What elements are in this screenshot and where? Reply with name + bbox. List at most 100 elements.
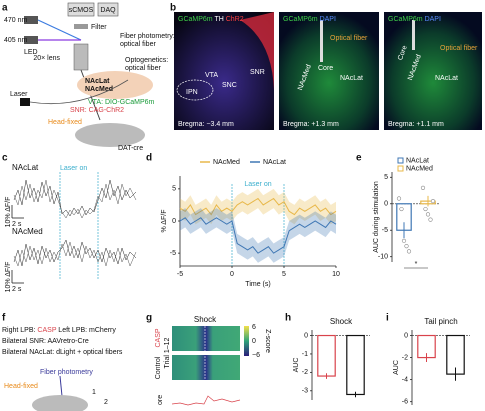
- series-line: [179, 197, 337, 216]
- camera-box: [67, 2, 95, 17]
- y-tick-label: -1: [302, 351, 308, 358]
- mouse: [75, 123, 145, 147]
- colorbar-label: Z-score: [264, 329, 271, 353]
- stain-title: GCaMP6m DAPI: [388, 16, 441, 23]
- fiber-label: Optical fiber: [440, 45, 478, 52]
- y-tick-label: -2: [402, 354, 408, 361]
- region: SNC: [222, 82, 237, 89]
- panel-label: h: [285, 313, 291, 324]
- label: Trial 1–12: [164, 337, 171, 368]
- y-tick-label: 0: [404, 332, 408, 339]
- colorbar-tick: 0: [252, 338, 256, 345]
- y-axis-label: AUC: [293, 358, 300, 373]
- bar: [346, 334, 365, 396]
- data-point: [428, 217, 433, 222]
- trace: [13, 179, 137, 217]
- label: Optogenetics:: [125, 57, 168, 64]
- stain-title: GCaMP6m DAPI: [283, 16, 336, 23]
- data-point: [404, 244, 409, 249]
- region: VTA: [205, 72, 218, 79]
- laser-box: [20, 98, 30, 106]
- panel-label: i: [386, 313, 389, 324]
- colorbar-tick: −6: [252, 352, 260, 359]
- panel-b: GCaMP6m TH ChR2 VTA SNC SNR IPN Bregma: …: [174, 12, 482, 130]
- mouse: [32, 395, 88, 411]
- x-tick-label: 5: [282, 271, 286, 278]
- label: Head-fixed: [4, 383, 38, 390]
- region: NAcLat: [435, 75, 458, 82]
- legend-label: NAcMed: [406, 165, 433, 172]
- panel-labels: a b c d e f g h i: [2, 3, 389, 324]
- region: NAcLat: [340, 75, 363, 82]
- label: LED: [24, 49, 38, 56]
- annotation: Laser on: [244, 181, 271, 188]
- data-point: [396, 196, 402, 201]
- error-band: [180, 208, 336, 263]
- bregma: Bregma: +1.1 mm: [388, 121, 444, 128]
- y-tick-label: -4: [402, 376, 408, 383]
- data-point: [430, 199, 436, 204]
- region: SNR: [250, 69, 265, 76]
- led: [24, 36, 38, 44]
- bregma: Bregma: −3.4 mm: [178, 121, 234, 128]
- label: SNR: CAG-ChR2: [70, 107, 124, 114]
- panel-g: Shock CASP Control Trial 1–12 6 0 −6 Z-s…: [155, 315, 271, 411]
- trace: [13, 241, 137, 267]
- y-tick-label: -3: [302, 388, 308, 395]
- title: Shock: [194, 315, 217, 324]
- y-tick-label: 0: [304, 332, 308, 339]
- data-point: [420, 185, 426, 190]
- panel-label: c: [2, 153, 8, 164]
- error-band: [180, 188, 336, 225]
- stain: DAPI: [425, 16, 441, 23]
- label: Filter: [91, 24, 107, 31]
- panel-label: d: [146, 153, 152, 164]
- fiber: [59, 375, 63, 397]
- x-tick-label: 10: [332, 271, 340, 278]
- label: sCMOS: [69, 7, 94, 14]
- panel-label: g: [146, 313, 152, 324]
- y-tick-label: 0: [384, 201, 388, 208]
- y-tick-label: -2: [302, 369, 308, 376]
- heatmap: [172, 326, 240, 351]
- heatmap: [172, 355, 240, 380]
- text: Left LPB: mCherry: [56, 327, 116, 334]
- data-point: [423, 206, 428, 212]
- label: 10% ΔF/F: [5, 262, 12, 293]
- laser-fiber: [29, 79, 129, 105]
- label: 2: [104, 399, 108, 406]
- label: Fiber photometry:: [120, 33, 175, 40]
- light-path: [37, 19, 82, 41]
- panel-label: f: [2, 313, 6, 324]
- label: DAQ: [100, 7, 116, 14]
- data-point: [406, 249, 412, 254]
- label: 20× lens: [33, 55, 60, 62]
- x-axis-label: Time (s): [245, 281, 270, 288]
- ipn-outline: [176, 79, 214, 101]
- label: Head-fixed: [48, 119, 82, 126]
- fiber-track: [412, 20, 415, 50]
- data-point: [401, 238, 407, 243]
- series-line: [179, 217, 337, 254]
- legend-label: NAcMed: [213, 159, 240, 166]
- label: 10% ΔF/F: [5, 197, 12, 228]
- annotation: *: [415, 261, 418, 268]
- panel-a: sCMOS DAQ Filter 470 nm 405 nm LED 20× l…: [4, 2, 175, 152]
- lens: [73, 43, 89, 71]
- label: 1: [92, 389, 96, 396]
- fiber-label: Optical fiber: [330, 35, 368, 42]
- y-tick-label: -10: [378, 254, 388, 261]
- panel-label: a: [2, 3, 8, 14]
- label: NAcLat: [85, 78, 110, 85]
- y-tick-label: -5: [170, 250, 176, 257]
- label: Right LPB: CASP Left LPB: mCherry: [2, 327, 116, 334]
- colorbar: [244, 326, 249, 356]
- label: VTA: DIO-GCaMP6m: [88, 99, 155, 106]
- micrograph: [384, 12, 482, 130]
- panel-label: b: [170, 3, 176, 14]
- data-point: [425, 212, 431, 217]
- label: 405 nm: [4, 37, 28, 44]
- label: Laser on: [60, 165, 87, 172]
